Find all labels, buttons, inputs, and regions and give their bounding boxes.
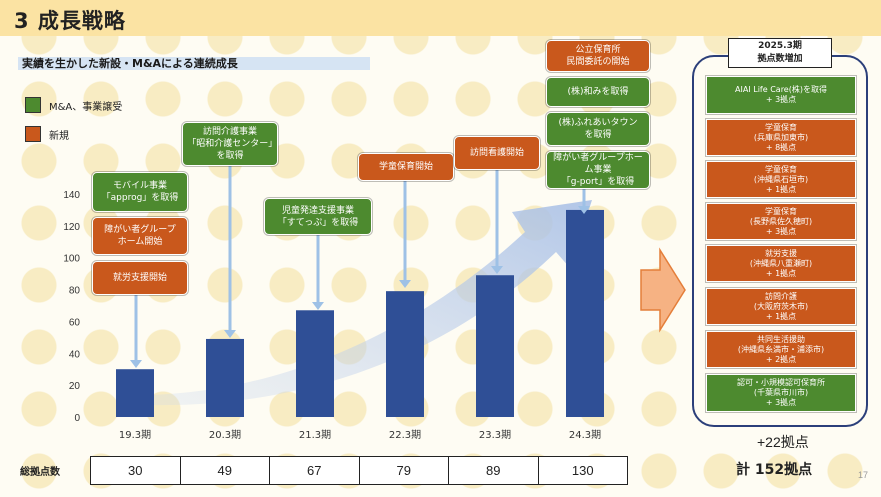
- page-number: 17: [858, 470, 869, 480]
- bar: [116, 369, 154, 417]
- header-band: [0, 0, 881, 36]
- totals-cell: 49: [181, 457, 270, 484]
- totals-cell: 130: [571, 463, 594, 478]
- callout-after-school: 学童保育開始: [358, 153, 454, 181]
- fy2025-panel-header: 2025.3期 拠点数増加: [728, 38, 832, 68]
- fy2025-item: 学童保育 (沖縄県石垣市) + 1拠点: [706, 161, 856, 198]
- fy2025-item: 認可・小規模認可保育所 (千葉県市川市) + 3拠点: [706, 374, 856, 412]
- y-tick-label: 140: [63, 190, 80, 201]
- y-tick-label: 0: [74, 413, 80, 424]
- callout-g-port: 障がい者グループホーム事業 「g-port」を取得: [546, 151, 650, 189]
- transition-arrow-icon: [640, 247, 686, 333]
- x-tick-label: 23.3期: [479, 429, 511, 441]
- totals-cell: 89: [449, 457, 539, 484]
- legend-new: 新規: [25, 125, 69, 143]
- y-tick-label: 100: [63, 254, 80, 265]
- fy2025-item: AIAI Life Care(株)を取得 + 3拠点: [706, 76, 856, 114]
- callout-connectors: [134, 165, 586, 362]
- callout-approg: モバイル事業 「approg」を取得: [92, 172, 188, 212]
- additional-sites: +22拠点: [757, 434, 809, 450]
- totals-cell: 67: [270, 457, 360, 484]
- totals-cell: 30: [91, 457, 181, 484]
- bar: [296, 310, 334, 417]
- x-tick-label: 19.3期: [119, 429, 151, 441]
- callout-fureai-town: (株)ふれあいタウン を取得: [546, 112, 650, 146]
- bar: [206, 338, 244, 417]
- fy2025-item: 訪問介護 (大阪府茨木市) + 1拠点: [706, 288, 856, 325]
- bar: [476, 275, 514, 417]
- y-tick-label: 120: [63, 222, 80, 233]
- bar: [566, 209, 604, 417]
- slide-title: 3 成長戦略: [14, 9, 126, 33]
- x-tick-label: 21.3期: [299, 429, 331, 441]
- grand-total: 計 152拠点: [736, 462, 813, 478]
- legend-swatch-green: [25, 97, 41, 113]
- legend-ma: M&A、事業譲受: [25, 96, 122, 114]
- y-tick-label: 80: [69, 286, 81, 297]
- fy2025-item: 学童保育 (兵庫県加東市) + 8拠点: [706, 119, 856, 156]
- callout-home-nursing: 訪問看護開始: [454, 136, 540, 170]
- x-axis-labels: 19.3期 20.3期 21.3期 22.3期 23.3期 24.3期: [119, 429, 601, 441]
- y-tick-label: 40: [69, 349, 81, 360]
- fy2025-item: 就労支援 (沖縄県八重瀬町) + 1拠点: [706, 245, 856, 282]
- callout-step: 児童発達支援事業 「すてっぷ」を取得: [264, 198, 372, 235]
- x-tick-label: 22.3期: [389, 429, 421, 441]
- totals-cell: 79: [360, 457, 449, 484]
- callout-group-home: 障がい者グループ ホーム開始: [92, 217, 188, 255]
- callout-public-nursery: 公立保育所 民間委託の開始: [546, 40, 650, 72]
- callout-arrowheads: [130, 206, 590, 368]
- callout-work-support: 就労支援開始: [92, 261, 188, 295]
- legend-label-ma: M&A、事業譲受: [49, 101, 123, 113]
- y-tick-label: 60: [69, 317, 81, 328]
- callout-nagomi: (株)和みを取得: [546, 77, 650, 107]
- legend-swatch-orange: [25, 126, 41, 142]
- x-tick-label: 20.3期: [209, 429, 241, 441]
- subtitle: 実績を生かした新設・M&Aによる連続成長: [22, 57, 238, 70]
- callout-showa-care: 訪問介護事業 「昭和介護センター」を取得: [182, 122, 278, 166]
- growth-arrow: [150, 200, 592, 406]
- fy2025-item: 共同生活援助 (沖縄県糸満市・浦添市) + 2拠点: [706, 331, 856, 368]
- bar: [386, 291, 424, 417]
- subtitle-underline: [18, 57, 370, 70]
- x-tick-label: 24.3期: [569, 429, 601, 441]
- totals-table: 30 49 67 79 89 130: [90, 456, 628, 485]
- legend-label-new: 新規: [49, 130, 69, 142]
- y-axis-ticks: 0 20 40 60 80 100 120 140: [63, 190, 80, 424]
- totals-label: 総拠点数: [20, 467, 60, 478]
- y-tick-label: 20: [69, 381, 81, 392]
- bars: [116, 209, 604, 417]
- fy2025-item: 学童保育 (長野県佐久穂町) + 3拠点: [706, 203, 856, 240]
